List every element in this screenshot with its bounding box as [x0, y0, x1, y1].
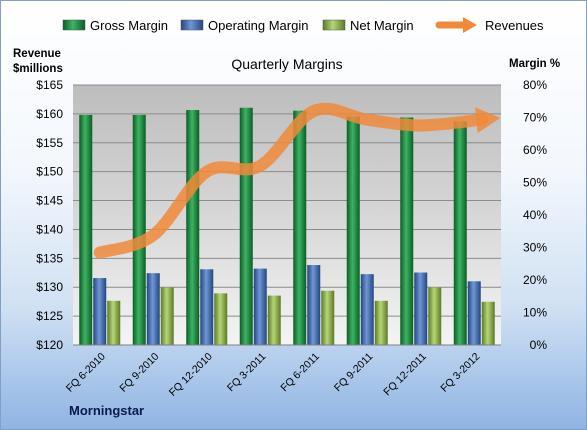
left-axis-label-line1: Revenue — [13, 48, 61, 60]
left-tick-label: $145 — [36, 194, 63, 208]
legend: Gross Margin Operating Margin Net Margin Re… — [62, 17, 544, 33]
left-tick-label: $165 — [36, 78, 63, 92]
chart-title: Quarterly Margins — [231, 56, 342, 72]
left-tick-label: $140 — [36, 222, 63, 236]
bar-operating-margin — [200, 269, 214, 345]
right-axis-ticks: 0% 10% 20% 30% 40% 50% 60% 70% 80% — [523, 78, 547, 352]
bar-gross-margin — [400, 117, 414, 345]
bar-net-margin — [481, 301, 495, 345]
legend-entry: Operating Margin — [208, 18, 308, 33]
bar-net-margin — [160, 287, 174, 345]
right-tick-label: 20% — [523, 273, 547, 287]
bars — [79, 107, 495, 346]
bar-gross-margin — [346, 116, 360, 346]
left-tick-label: $125 — [36, 309, 63, 323]
left-tick-label: $120 — [36, 338, 63, 352]
left-tick-label: $135 — [36, 251, 63, 265]
category-label: FQ 3-2011 — [225, 351, 269, 395]
bar-net-margin — [107, 300, 121, 345]
bar-operating-margin — [93, 278, 107, 345]
right-axis-label: Margin % — [509, 58, 560, 70]
bar-gross-margin — [453, 121, 467, 346]
left-tick-label: $130 — [36, 280, 63, 294]
bar-gross-margin — [293, 110, 307, 345]
legend-swatch — [180, 19, 204, 31]
bar-operating-margin — [414, 272, 428, 345]
right-tick-label: 10% — [523, 306, 547, 320]
legend-entry: Revenues — [485, 18, 544, 33]
legend-swatch-arrow — [463, 17, 477, 33]
legend-entry: Gross Margin — [90, 18, 168, 33]
bar-operating-margin — [360, 274, 374, 345]
category-label: FQ 6-2011 — [278, 351, 322, 395]
category-label: FQ 12-2011 — [381, 351, 429, 399]
category-label: FQ 9-2010 — [117, 351, 161, 395]
category-label: FQ 3-2012 — [438, 351, 482, 395]
bar-gross-margin — [186, 110, 200, 346]
bar-operating-margin — [467, 281, 481, 345]
revenue-line — [93, 102, 501, 259]
category-label: FQ 6-2010 — [64, 351, 108, 395]
legend-swatch — [62, 19, 86, 31]
bar-gross-margin — [79, 114, 93, 346]
legend-entry: Net Margin — [350, 18, 414, 33]
left-tick-label: $155 — [36, 136, 63, 150]
left-axis-label-line2: $millions — [13, 63, 63, 75]
right-tick-label: 80% — [523, 78, 547, 92]
bar-net-margin — [267, 295, 281, 345]
bar-gross-margin — [132, 114, 146, 346]
right-tick-label: 70% — [523, 111, 547, 125]
right-tick-label: 50% — [523, 176, 547, 190]
right-tick-label: 0% — [530, 338, 548, 352]
bar-operating-margin — [253, 268, 267, 345]
bar-net-margin — [321, 290, 335, 345]
right-tick-label: 40% — [523, 208, 547, 222]
left-tick-label: $150 — [36, 165, 63, 179]
category-label: FQ 9-2011 — [332, 351, 376, 395]
left-tick-label: $160 — [36, 107, 63, 121]
revenue-line-group — [93, 102, 501, 259]
category-labels: FQ 6-2010 FQ 9-2010 FQ 12-2010 FQ 3-2011 FQ … — [64, 351, 483, 399]
bar-net-margin — [428, 287, 442, 345]
category-label: FQ 12-2010 — [167, 351, 215, 399]
left-axis-ticks: $120 $125 $130 $135 $140 $145 $150 $155 $160 $165 — [36, 78, 63, 352]
bar-net-margin — [374, 300, 388, 345]
bar-operating-margin — [146, 273, 160, 345]
right-tick-label: 60% — [523, 143, 547, 157]
right-tick-label: 30% — [523, 241, 547, 255]
legend-swatch — [322, 19, 346, 31]
bar-gross-margin — [239, 107, 253, 345]
bar-operating-margin — [307, 265, 321, 345]
bar-net-margin — [214, 293, 228, 345]
credit-label: Morningstar — [69, 403, 144, 418]
